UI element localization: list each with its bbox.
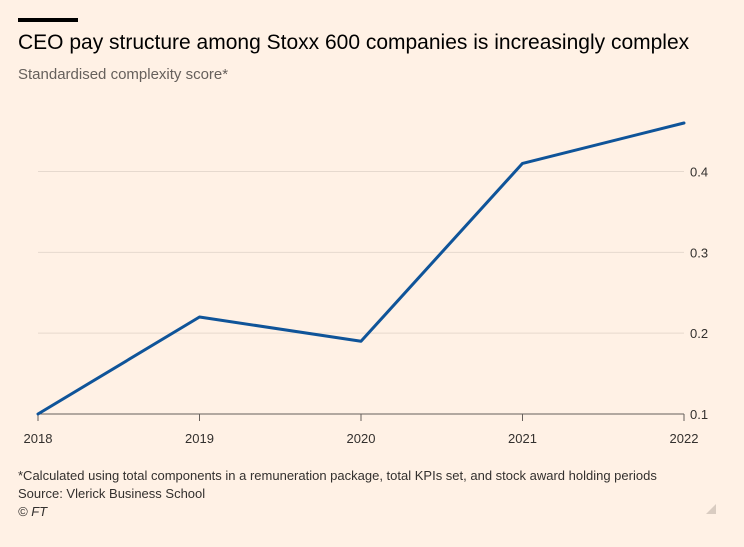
- x-tick-label: 2020: [347, 431, 376, 446]
- series-layer: [36, 121, 686, 416]
- chart-subtitle: Standardised complexity score*: [18, 66, 229, 83]
- gridlines: [38, 171, 684, 415]
- x-tick-label: 2019: [185, 431, 214, 446]
- source-note: Source: Vlerick Business School: [18, 486, 206, 501]
- y-tick-label: 0.2: [690, 326, 708, 341]
- x-tick-label: 2021: [508, 431, 537, 446]
- top-rule: [18, 18, 78, 22]
- ft-credit: © FT: [18, 504, 48, 519]
- x-tick-label: 2022: [670, 431, 699, 446]
- chart-title: CEO pay structure among Stoxx 600 compan…: [18, 31, 690, 54]
- y-tick-label: 0.4: [690, 165, 708, 180]
- y-axis: 0.1 0.2 0.3 0.4: [690, 165, 708, 423]
- resize-handle-icon: [706, 504, 716, 514]
- x-tick-label: 2018: [24, 431, 53, 446]
- footnote: *Calculated using total components in a …: [18, 468, 657, 483]
- x-axis: 2018 2019 2020 2021 2022: [24, 414, 699, 446]
- y-tick-label: 0.1: [690, 407, 708, 422]
- y-tick-label: 0.3: [690, 245, 708, 260]
- series-line: [36, 121, 686, 416]
